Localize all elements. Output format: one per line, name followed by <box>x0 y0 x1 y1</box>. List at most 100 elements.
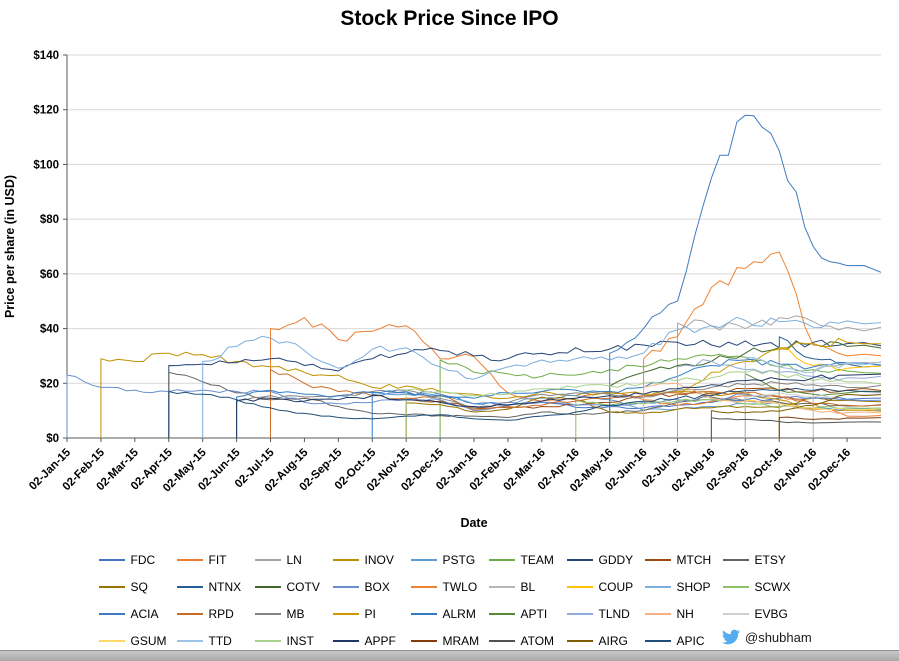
series-line-ttd <box>744 356 882 438</box>
legend-swatch <box>644 639 671 642</box>
x-axis-title: Date <box>460 516 487 530</box>
legend-label: PI <box>364 606 376 621</box>
legend-label: GSUM <box>130 633 167 648</box>
legend-label: SHOP <box>676 579 711 594</box>
legend-item-ln: LN <box>254 546 333 573</box>
legend-swatch <box>566 585 593 588</box>
legend-item-box: BOX <box>332 573 411 600</box>
legend-label: ETSY <box>754 552 786 567</box>
series-line-atom <box>710 417 882 438</box>
legend-label: APPF <box>364 633 396 648</box>
legend-item-gsum: GSUM <box>98 627 177 654</box>
legend-item-scwx: SCWX <box>722 573 801 600</box>
legend-item-coup: COUP <box>566 573 645 600</box>
legend-label: GDDY <box>598 552 634 567</box>
legend-item-nh: NH <box>644 600 723 627</box>
legend-label: EVBG <box>754 606 788 621</box>
legend-label: TLND <box>598 606 630 621</box>
legend-item-apic: APIC <box>644 627 723 654</box>
legend-item-etsy: ETSY <box>722 546 801 573</box>
series-line-team <box>439 353 882 438</box>
legend-item-gddy: GDDY <box>566 546 645 573</box>
legend-swatch <box>722 585 749 588</box>
series-line-alrm <box>236 358 882 438</box>
twitter-handle: @shubham <box>745 629 812 645</box>
legend-swatch <box>332 612 359 615</box>
legend-item-ttd: TTD <box>176 627 255 654</box>
legend-item-twlo: TWLO <box>410 573 489 600</box>
legend-item-mram: MRAM <box>410 627 489 654</box>
legend-swatch <box>98 639 125 642</box>
legend-swatch <box>98 558 125 561</box>
legend-swatch <box>644 558 671 561</box>
legend-swatch <box>566 639 593 642</box>
legend-swatch <box>644 612 671 615</box>
y-axis-tick-label: $20 <box>40 378 59 390</box>
legend-item-pi: PI <box>332 600 411 627</box>
y-axis-tick-label: $60 <box>40 269 59 281</box>
legend-label: ATOM <box>520 633 555 648</box>
chart-legend: FDC FIT LN INOV PSTG TEAM GDDY MTCH ETSY SQ NTNX CO… <box>0 546 899 654</box>
legend-swatch <box>98 585 125 588</box>
legend-item-inst: INST <box>254 627 333 654</box>
legend-label: BL <box>520 579 536 594</box>
legend-swatch <box>332 639 359 642</box>
twitter-icon <box>722 628 740 646</box>
series-line-twlo <box>643 251 882 438</box>
legend-label: RPD <box>208 606 234 621</box>
legend-label: NTNX <box>208 579 242 594</box>
legend-swatch <box>176 612 203 615</box>
legend-swatch <box>566 612 593 615</box>
y-axis-tick-label: $40 <box>40 324 59 336</box>
legend-label: COTV <box>286 579 320 594</box>
legend-swatch <box>410 558 437 561</box>
y-axis-tick-label: $100 <box>33 159 59 171</box>
legend-label: MTCH <box>676 552 712 567</box>
legend-label: FDC <box>130 552 156 567</box>
legend-item-fdc: FDC <box>98 546 177 573</box>
legend-item-shop: SHOP <box>644 573 723 600</box>
line-chart: $0$20$40$60$80$100$120$14002-Jan-1502-Fe… <box>3 50 882 530</box>
series-line-gddy <box>168 339 882 438</box>
legend-swatch <box>566 558 593 561</box>
legend-swatch <box>176 639 203 642</box>
legend-label: ACIA <box>130 606 159 621</box>
legend-label: COUP <box>598 579 634 594</box>
legend-label: TWLO <box>442 579 478 594</box>
series-line-inst <box>405 369 882 438</box>
legend-item-ntnx: NTNX <box>176 573 255 600</box>
legend-item-atom: ATOM <box>488 627 567 654</box>
legend-item-bl: BL <box>488 573 567 600</box>
legend-label: MRAM <box>442 633 480 648</box>
y-axis-tick-label: $120 <box>33 105 59 117</box>
legend-label: SQ <box>130 579 148 594</box>
series-line-ntnx <box>778 336 882 438</box>
legend-swatch <box>332 558 359 561</box>
legend-swatch <box>722 612 749 615</box>
legend-swatch <box>488 612 515 615</box>
series-line-pi <box>677 338 882 438</box>
legend-swatch <box>410 612 437 615</box>
legend-label: PSTG <box>442 552 476 567</box>
legend-item-evbg: EVBG <box>722 600 801 627</box>
twitter-bird-icon <box>722 629 740 645</box>
legend-swatch <box>176 585 203 588</box>
legend-swatch <box>254 558 281 561</box>
legend-label: APIC <box>676 633 705 648</box>
legend-swatch <box>644 585 671 588</box>
legend-swatch <box>98 612 125 615</box>
legend-item-airg: AIRG <box>566 627 645 654</box>
legend-swatch <box>410 585 437 588</box>
series-line-apic <box>168 387 882 438</box>
series-line-coup <box>778 347 882 438</box>
series-line-appf <box>236 373 882 438</box>
series-line-fdc <box>371 391 882 438</box>
legend-label: SCWX <box>754 579 791 594</box>
legend-item-appf: APPF <box>332 627 411 654</box>
legend-item-tlnd: TLND <box>566 600 645 627</box>
window-bottom-edge <box>0 650 899 661</box>
legend-label: APTI <box>520 606 548 621</box>
legend-item-inov: INOV <box>332 546 411 573</box>
legend-swatch <box>332 585 359 588</box>
y-axis-tick-label: $0 <box>46 433 59 445</box>
